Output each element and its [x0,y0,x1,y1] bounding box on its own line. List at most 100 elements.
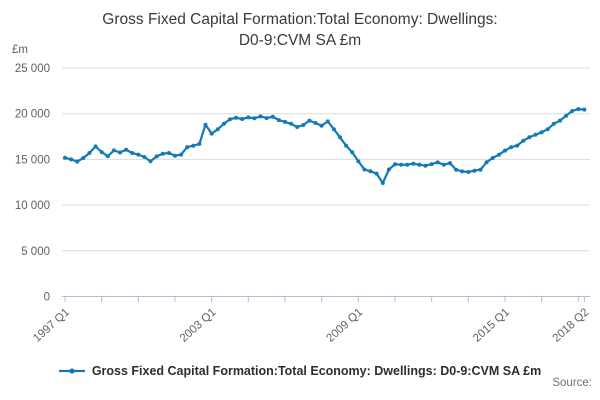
data-point [173,153,177,158]
x-tick-label: 2009 Q1 [324,306,365,344]
data-point [252,116,257,121]
data-point [484,160,489,165]
data-point [289,121,294,126]
data-point [551,121,556,126]
data-point [81,156,86,160]
data-point [118,150,122,155]
data-point [270,114,275,119]
data-point [344,143,349,148]
x-tick-label: 2003 Q1 [178,306,219,344]
data-point [160,151,165,156]
data-point [313,121,318,125]
data-point [142,155,147,159]
data-point [264,116,269,121]
data-point [295,125,300,129]
data-point [154,154,159,159]
data-point [69,157,74,162]
data-point [509,145,514,150]
source-label: Source: [552,377,592,389]
data-point [466,170,471,174]
data-point [209,131,214,136]
data-point [576,107,581,112]
x-tick-label: 2018 Q2 [551,306,592,344]
data-point [380,181,385,185]
data-point [93,144,98,149]
data-point [234,115,239,120]
data-point [393,162,397,167]
data-point [405,162,410,167]
data-point [527,135,532,140]
data-point [539,130,544,135]
data-point [356,159,361,164]
y-tick-label: 0 [44,292,50,304]
data-point [228,117,232,122]
data-point [221,121,226,126]
y-tick-label: 15 000 [15,154,50,166]
data-point [545,127,550,132]
y-tick-label: 10 000 [15,200,50,212]
data-point [521,138,526,143]
data-point [399,162,404,167]
legend: Gross Fixed Capital Formation:Total Econ… [0,361,600,381]
chart-title: Gross Fixed Capital Formation:Total Econ… [0,9,600,51]
data-point [417,162,422,167]
data-point [325,119,330,124]
data-point [148,159,153,164]
data-point [240,117,245,121]
legend-line-dot-icon [58,368,85,374]
chart-title-line2: D0-9:CVM SA £m [238,32,362,49]
data-point [515,143,520,148]
y-tick-label: 20 000 [15,109,50,121]
data-point [368,169,373,174]
data-point [215,127,220,132]
data-point [246,115,251,120]
y-tick-label: 5 000 [21,246,50,258]
data-point [307,118,312,123]
data-point [179,152,184,157]
data-point [423,163,428,168]
data-point [301,123,306,127]
data-point [87,151,92,155]
data-point [490,156,495,160]
x-tick-label: 2015 Q1 [471,306,512,344]
data-point [558,118,562,123]
data-point [136,152,141,157]
data-point [276,118,281,123]
data-point [570,109,575,113]
data-point [258,114,263,119]
data-point [478,167,483,172]
data-point [386,167,391,172]
data-point [435,160,440,165]
legend-label: Gross Fixed Capital Formation:Total Econ… [91,364,542,378]
data-point [63,155,67,160]
data-point [283,119,287,124]
data-point [319,123,324,128]
data-point [362,167,367,172]
data-point [582,107,587,112]
data-point [429,162,434,167]
data-point [197,141,202,146]
data-point [472,168,477,173]
data-point [503,148,507,153]
data-point [105,154,110,159]
data-point [111,148,116,153]
data-point [441,162,446,167]
data-point [130,151,135,155]
data-point [99,150,104,155]
data-point [166,151,171,155]
data-point [460,169,465,174]
data-point [124,147,129,152]
data-point [185,145,190,150]
data-point [533,132,538,137]
chart-title-line1: Gross Fixed Capital Formation:Total Econ… [102,11,498,28]
data-point [75,159,80,164]
data-point [496,152,501,157]
data-point [338,135,342,140]
data-point [374,171,379,176]
data-point [411,161,416,166]
data-line [63,107,586,185]
x-tick-label: 1997 Q1 [31,306,72,344]
data-point [448,161,452,166]
y-axis-unit-label: £m [12,44,28,56]
